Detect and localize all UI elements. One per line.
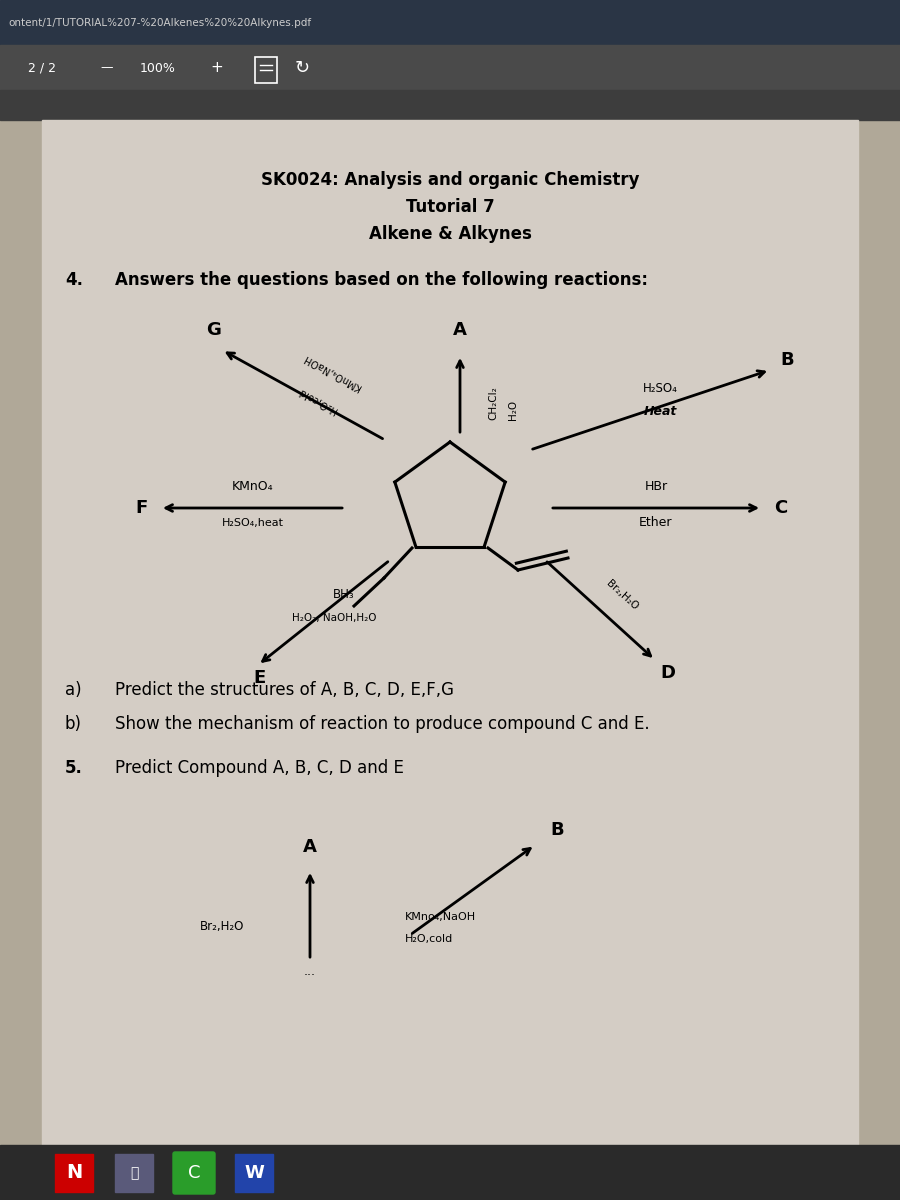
Text: —: — [100,61,112,74]
Text: A: A [303,838,317,856]
Text: Tutorial 7: Tutorial 7 [406,198,494,216]
Text: CH₂Cl₂: CH₂Cl₂ [488,386,498,420]
Text: ↻: ↻ [295,59,310,77]
Text: H₂O₂, NaOH,H₂O: H₂O₂, NaOH,H₂O [292,612,376,623]
Text: 100%: 100% [140,61,176,74]
Text: 2 / 2: 2 / 2 [28,61,56,74]
Bar [0,1145,900,1200]
Text: BH₃: BH₃ [333,588,355,600]
Bar [0,44,900,90]
Bar [0,90,900,120]
Text: H₂O,cold: H₂O,cold [297,386,338,415]
Text: ...: ... [304,965,316,978]
Text: H₂O: H₂O [508,400,518,420]
Bar [255,56,277,83]
Text: H₂SO₄,heat: H₂SO₄,heat [221,518,284,528]
Text: F: F [136,499,148,517]
Text: 👥: 👥 [130,1166,139,1180]
Text: C: C [188,1164,200,1182]
Text: H₂SO₄: H₂SO₄ [643,382,678,395]
Text: Show the mechanism of reaction to produce compound C and E.: Show the mechanism of reaction to produc… [115,715,650,733]
Text: G: G [207,320,221,338]
Text: KMno₄,NaOH: KMno₄,NaOH [405,912,476,922]
Text: Heat: Heat [644,404,677,418]
Text: Br₂,H₂O: Br₂,H₂O [200,920,245,934]
Text: E: E [253,670,266,686]
Text: 4.: 4. [65,271,83,289]
Text: H₂O,cold: H₂O,cold [405,934,454,944]
Text: Predict the structures of A, B, C, D, E,F,G: Predict the structures of A, B, C, D, E,… [115,680,454,698]
Text: B: B [780,350,794,370]
Text: b): b) [65,715,82,733]
Text: HBr: HBr [644,480,668,493]
Text: A: A [453,320,467,338]
Text: Alkene & Alkynes: Alkene & Alkynes [369,226,531,242]
Bar [55,1154,93,1192]
Bar [115,1154,153,1192]
Bar [0,0,900,44]
Text: a): a) [65,680,82,698]
Text: N: N [66,1164,82,1182]
Text: 5.: 5. [65,758,83,778]
FancyBboxPatch shape [173,1152,215,1194]
Text: B: B [550,821,563,839]
Text: Br₂,H₂O: Br₂,H₂O [604,578,640,612]
Text: Answers the questions based on the following reactions:: Answers the questions based on the follo… [115,271,648,289]
Text: KMnO₄,NaOH: KMnO₄,NaOH [301,353,362,392]
Text: Ether: Ether [639,516,673,529]
Text: C: C [774,499,788,517]
Bar [42,120,858,1170]
Text: ontent/1/TUTORIAL%207-%20Alkenes%20%20Alkynes.pdf: ontent/1/TUTORIAL%207-%20Alkenes%20%20Al… [8,18,311,28]
Text: +: + [210,60,223,76]
Text: Predict Compound A, B, C, D and E: Predict Compound A, B, C, D and E [115,758,404,778]
Text: W: W [244,1164,264,1182]
Text: KMnO₄: KMnO₄ [231,480,274,493]
Bar [235,1154,273,1192]
Text: SK0024: Analysis and organic Chemistry: SK0024: Analysis and organic Chemistry [261,170,639,188]
Text: D: D [660,664,675,682]
